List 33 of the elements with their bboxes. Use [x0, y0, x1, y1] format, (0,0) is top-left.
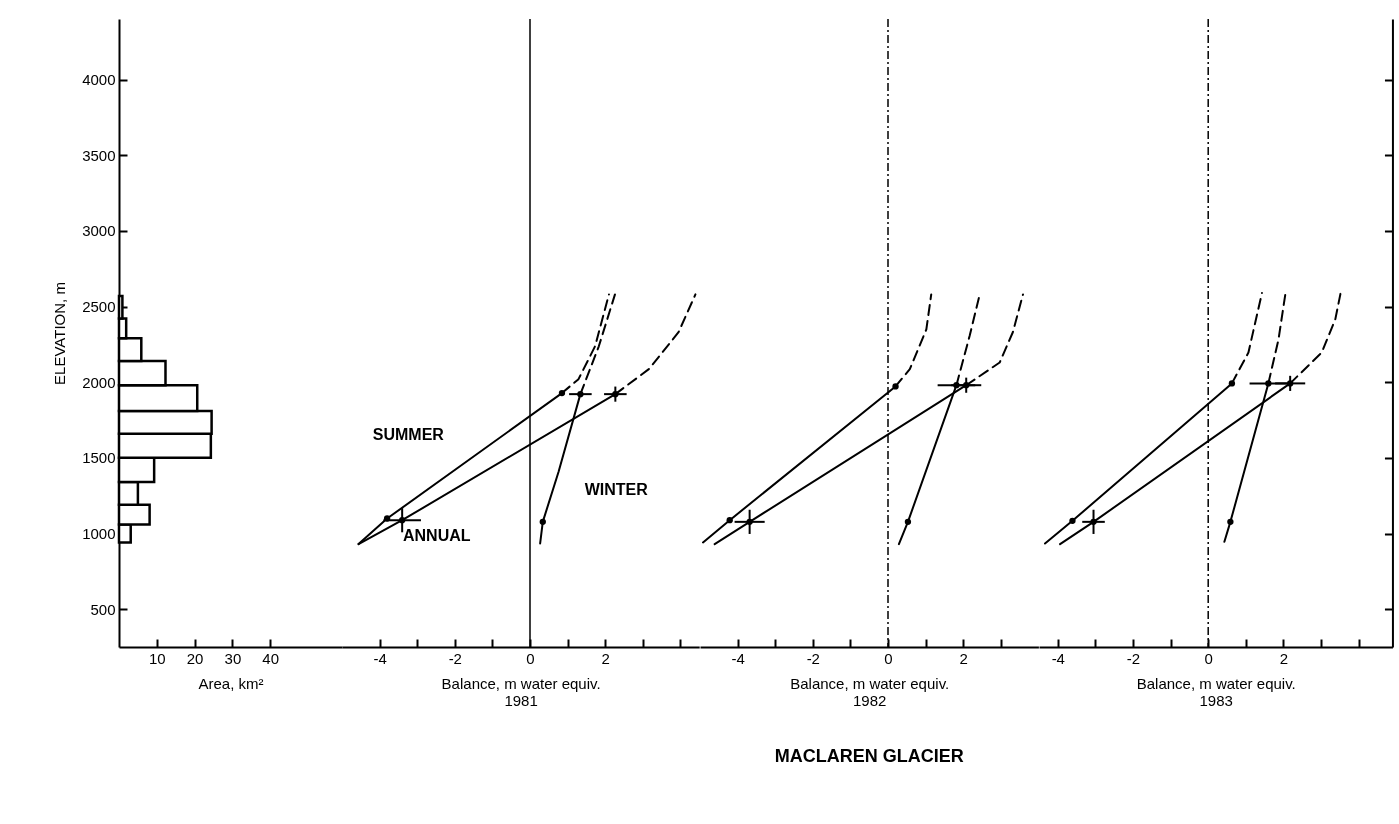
series-label: SUMMER — [372, 425, 445, 443]
y-tick-label: 2500 — [82, 298, 116, 316]
y-axis-title: ELEVATION, m — [51, 282, 69, 385]
x-tick-label: 0 — [526, 649, 535, 667]
y-tick-label: 3000 — [82, 222, 116, 240]
x-tick-label: 2 — [1279, 649, 1289, 667]
x-tick-label: 2 — [959, 649, 968, 667]
y-tick-label: 4000 — [82, 71, 116, 89]
x-tick-label: 30 — [224, 649, 242, 667]
series-label: WINTER — [584, 480, 649, 498]
y-tick-label: 2000 — [82, 373, 116, 391]
y-tick-label: 3500 — [82, 146, 116, 164]
text: MACLAREN GLACIER — [774, 746, 964, 766]
x-axis-title: Area, km² — [198, 674, 264, 692]
x-tick-label: 2 — [601, 649, 610, 667]
x-tick-label: 10 — [148, 649, 166, 667]
x-tick-label: -4 — [1051, 649, 1065, 667]
x-axis-title: Balance, m water equiv. 1982 — [790, 674, 950, 709]
y-tick-label: 1000 — [82, 525, 116, 543]
x-tick-label: 0 — [884, 649, 893, 667]
x-tick-label: 40 — [262, 649, 280, 667]
x-axis-title: Balance, m water equiv. 1983 — [1136, 674, 1296, 709]
series-label: ANNUAL — [403, 527, 471, 545]
x-tick-label: -4 — [373, 649, 387, 667]
x-tick-label: 0 — [1204, 649, 1213, 667]
y-tick-label: 1500 — [82, 449, 116, 467]
x-tick-label: -4 — [731, 649, 745, 667]
x-tick-label: -2 — [806, 649, 820, 667]
x-tick-label: 20 — [186, 649, 204, 667]
x-axis-title: Balance, m water equiv. 1981 — [441, 674, 601, 709]
y-tick-label: 500 — [90, 600, 116, 618]
x-tick-label: -2 — [448, 649, 462, 667]
x-tick-label: -2 — [1126, 649, 1141, 667]
